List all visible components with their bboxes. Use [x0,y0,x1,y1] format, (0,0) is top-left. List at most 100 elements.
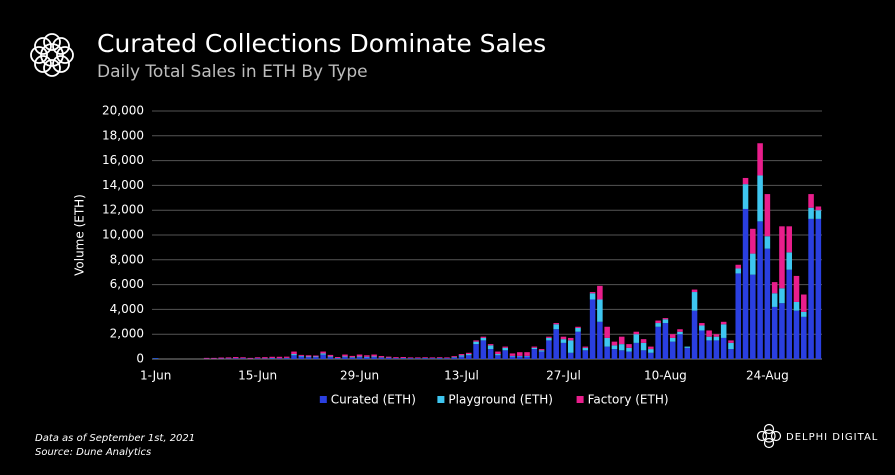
bar-segment [313,357,319,359]
bar-segment [633,331,640,335]
legend-swatch [437,396,445,403]
bar-segment [669,341,676,359]
bar-segment [509,356,516,359]
bar-segment [589,299,596,359]
bar-segment [808,207,814,219]
bar-segment [436,357,443,358]
bar-segment [473,340,479,342]
bar-segment [684,346,691,348]
chart-subtitle: Daily Total Sales in ETH By Type [97,62,368,82]
bar-segment [400,357,407,359]
bar-segment [677,334,683,359]
bar-segment [538,349,545,351]
bar-segment [757,143,763,176]
bar-segment [720,321,727,325]
bar-segment [538,351,545,359]
bar-segment [640,342,647,351]
bar-segment [378,356,385,358]
bar-segment [582,346,589,348]
bar-segment [444,358,450,359]
bar-segment [640,350,647,359]
bar-segment [764,194,771,237]
bar-segment [466,355,472,359]
bar-segment [553,324,559,330]
brand-logo [756,423,782,449]
bar-segment [313,356,319,358]
bar-segment [589,293,596,300]
bar-segment [618,344,625,351]
bar-segment [538,350,545,352]
x-tick-label: 13-Jul [444,369,479,383]
bar-segment [728,349,734,359]
bar-segment [429,357,436,359]
bar-segment [699,330,705,359]
x-tick-label: 1-Jun [140,369,171,383]
bar-segment [779,226,785,289]
bar-segment [677,331,683,335]
bar-segment [626,347,632,352]
bar-segment [509,355,516,357]
bar-segment [626,344,632,348]
bar-segment [742,208,749,359]
bar-segment [546,340,552,359]
bar-segment [218,357,224,359]
bar-segment [771,306,778,359]
bar-segment [764,248,771,359]
bar-segment [801,316,807,359]
bar-segment [356,356,363,358]
bar-segment [327,356,334,358]
bar-segment [604,326,610,338]
bar-segment [436,358,443,359]
bar-segment [211,357,217,359]
bar-segment [517,355,523,357]
bar-segment [553,329,559,359]
bar-segment [342,356,348,358]
bar-segment [677,329,683,332]
bar-segment [466,352,472,355]
x-tick-label: 27-Jul [546,369,581,383]
bar-segment [793,275,800,302]
bar-segment [240,357,246,359]
bar-segment [334,358,341,359]
bar-segment [269,356,275,359]
bar-segment [691,310,698,359]
bar-segment [633,342,640,359]
bar-segment [444,357,450,359]
bar-segment [720,337,727,359]
bar-segment [385,356,392,358]
bar-segment [713,334,720,337]
bar-segment [750,228,756,254]
bar-segment [320,354,326,359]
bar-segment [480,337,487,341]
bar-segment [611,349,618,359]
bar-segment [728,340,734,343]
bar-segment [473,344,479,359]
bar-segment [342,357,348,359]
bar-segment [276,356,283,359]
bar-segment [393,358,399,359]
legend-swatch [319,396,327,403]
logo [30,33,74,77]
bar-segment [203,357,210,359]
y-tick-label: 18,000 [102,128,144,142]
bar-segment [247,357,254,359]
bar-segment [524,352,530,356]
bar-segment [517,356,523,359]
legend-label: Playground (ETH) [448,393,553,407]
bar-segment [356,357,363,359]
bar-segment [757,175,763,222]
bar-segment [662,318,669,320]
bar-segment [582,350,589,359]
bar-segment [720,324,727,338]
bar-segment [706,336,712,341]
bar-segment [750,274,756,359]
bar-segment [575,331,581,359]
bar-segment [364,356,370,358]
bar-segment [393,357,399,359]
bar-segment [713,336,720,341]
bar-segment [313,355,319,357]
bar-segment [371,356,377,358]
legend-label: Curated (ETH) [331,393,416,407]
bar-segment [815,210,822,219]
